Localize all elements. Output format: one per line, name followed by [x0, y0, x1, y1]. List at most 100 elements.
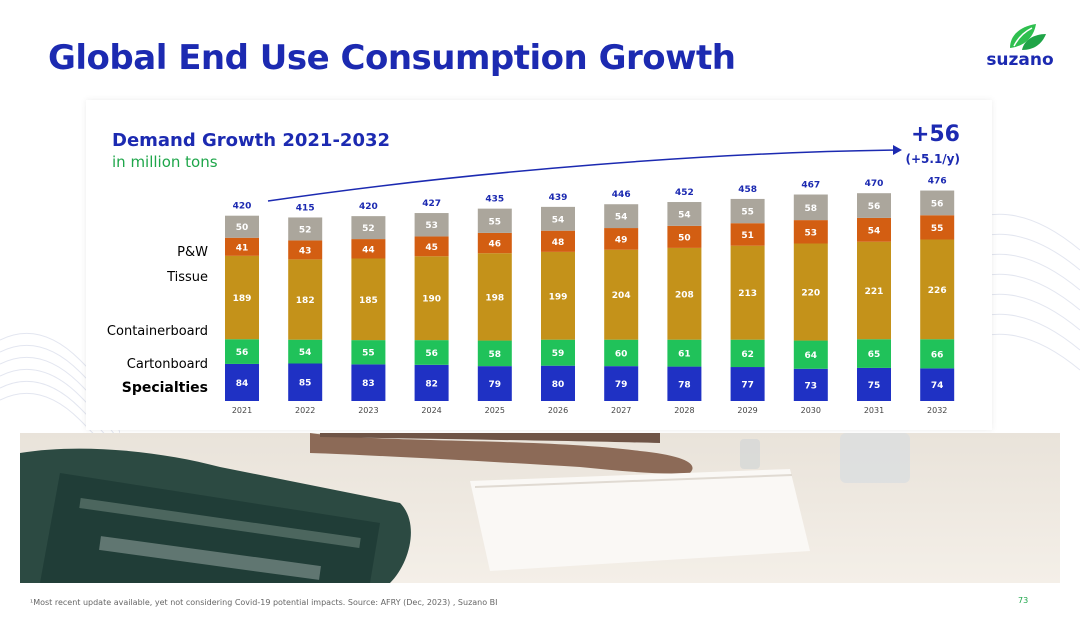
data-label-containerboard-2032: 226: [928, 286, 947, 296]
data-label-containerboard-2027: 204: [612, 291, 631, 301]
legend-label-specialties: Specialties: [121, 380, 208, 396]
footnote: ¹Most recent update available, yet not c…: [30, 598, 498, 607]
data-label-specialties-2025: 79: [489, 380, 502, 390]
data-label-containerboard-2030: 220: [801, 289, 820, 299]
data-label-specialties-2022: 85: [299, 379, 312, 389]
bar-segment-pw-2023: [351, 216, 386, 240]
bar-segment-cartonboard-2024: [414, 340, 449, 365]
total-label-2029: 458: [738, 185, 757, 195]
total-label-2027: 446: [612, 190, 631, 200]
x-tick-label-2030: 2030: [801, 406, 821, 415]
bar-segment-cartonboard-2026: [541, 339, 575, 366]
bar-segment-tissue-2028: [667, 225, 702, 248]
bar-segment-containerboard-2028: [667, 247, 702, 340]
data-label-cartonboard-2027: 60: [615, 349, 628, 359]
bar-segment-tissue-2025: [477, 232, 512, 254]
data-label-specialties-2028: 78: [678, 380, 691, 390]
total-label-2026: 439: [549, 193, 568, 203]
x-tick-label-2021: 2021: [232, 406, 252, 415]
bar-segment-specialties-2030: [793, 368, 828, 401]
data-label-cartonboard-2023: 55: [362, 349, 375, 359]
data-label-containerboard-2028: 208: [675, 290, 694, 300]
total-label-2028: 452: [675, 188, 694, 198]
bar-segment-tissue-2029: [730, 223, 765, 246]
total-label-2022: 415: [296, 203, 315, 213]
logo-text: suzano: [986, 50, 1054, 70]
growth-total: +56: [910, 122, 960, 147]
bar-segment-pw-2021: [225, 215, 259, 238]
bar-segment-tissue-2026: [541, 230, 575, 252]
bar-segment-containerboard-2021: [225, 255, 259, 340]
x-tick-label-2029: 2029: [737, 406, 757, 415]
legend-label-pw: P&W: [177, 245, 208, 260]
bar-segment-cartonboard-2032: [920, 339, 955, 369]
data-label-containerboard-2031: 221: [865, 287, 884, 297]
data-label-pw-2032: 56: [931, 199, 944, 209]
data-label-specialties-2032: 74: [931, 381, 944, 391]
data-label-specialties-2026: 80: [552, 380, 565, 390]
bar-segment-cartonboard-2022: [288, 339, 323, 364]
bar-segment-specialties-2021: [225, 363, 259, 401]
bar-segment-tissue-2027: [604, 228, 639, 250]
data-label-pw-2026: 54: [552, 215, 565, 225]
data-label-pw-2024: 53: [425, 221, 438, 231]
total-label-2025: 435: [485, 195, 504, 205]
data-label-containerboard-2022: 182: [296, 296, 315, 306]
data-label-tissue-2023: 44: [362, 245, 375, 255]
data-label-cartonboard-2030: 64: [805, 351, 818, 361]
bar-segment-pw-2028: [667, 202, 702, 226]
chart-title: Demand Growth 2021-2032: [112, 130, 391, 151]
data-label-pw-2030: 58: [805, 204, 818, 214]
data-label-containerboard-2024: 190: [422, 295, 441, 305]
bar-segment-tissue-2032: [920, 215, 955, 240]
data-label-specialties-2021: 84: [236, 379, 249, 389]
data-label-cartonboard-2028: 61: [678, 350, 691, 360]
data-label-pw-2028: 54: [678, 210, 691, 220]
data-label-pw-2023: 52: [362, 224, 375, 234]
data-label-cartonboard-2031: 65: [868, 350, 881, 360]
bar-segment-specialties-2022: [288, 363, 323, 401]
data-label-containerboard-2023: 185: [359, 296, 378, 306]
bar-segment-pw-2030: [793, 194, 828, 221]
x-tick-label-2031: 2031: [864, 406, 884, 415]
bar-segment-pw-2032: [920, 190, 955, 216]
bar-segment-pw-2026: [541, 206, 575, 231]
x-tick-label-2025: 2025: [485, 406, 505, 415]
data-label-cartonboard-2029: 62: [741, 350, 754, 360]
data-label-specialties-2024: 82: [425, 379, 438, 389]
page-title: Global End Use Consumption Growth: [48, 38, 736, 78]
data-label-tissue-2026: 48: [552, 238, 565, 248]
bar-segment-pw-2025: [477, 208, 512, 233]
bar-segment-tissue-2030: [793, 220, 828, 244]
bar-segment-specialties-2025: [477, 366, 512, 401]
bar-segment-specialties-2026: [541, 365, 575, 401]
total-label-2032: 476: [928, 177, 947, 187]
bar-segment-containerboard-2029: [730, 245, 765, 340]
background-photo: [20, 433, 1060, 583]
data-label-containerboard-2026: 199: [549, 292, 568, 302]
data-label-tissue-2027: 49: [615, 235, 628, 245]
data-label-tissue-2030: 53: [805, 228, 818, 238]
data-label-pw-2021: 50: [236, 223, 249, 233]
data-label-containerboard-2021: 189: [233, 294, 252, 304]
bar-segment-specialties-2023: [351, 364, 386, 401]
x-tick-label-2024: 2024: [421, 406, 441, 415]
data-label-cartonboard-2026: 59: [552, 349, 565, 359]
data-label-pw-2031: 56: [868, 202, 881, 212]
bar-segment-specialties-2027: [604, 366, 639, 401]
bar-segment-tissue-2021: [225, 237, 259, 256]
bar-segment-specialties-2031: [857, 367, 891, 401]
bar-segment-containerboard-2025: [477, 253, 512, 341]
data-label-pw-2027: 54: [615, 213, 628, 223]
data-label-tissue-2032: 55: [931, 224, 944, 234]
data-label-pw-2025: 55: [489, 217, 502, 227]
bar-segment-cartonboard-2031: [857, 339, 891, 368]
bar-segment-cartonboard-2023: [351, 340, 386, 365]
total-label-2024: 427: [422, 199, 441, 209]
data-label-pw-2022: 52: [299, 225, 312, 235]
data-label-specialties-2029: 77: [741, 381, 754, 391]
bar-segment-containerboard-2032: [920, 239, 955, 340]
bar-segment-containerboard-2023: [351, 258, 386, 341]
data-label-tissue-2025: 46: [489, 240, 502, 250]
